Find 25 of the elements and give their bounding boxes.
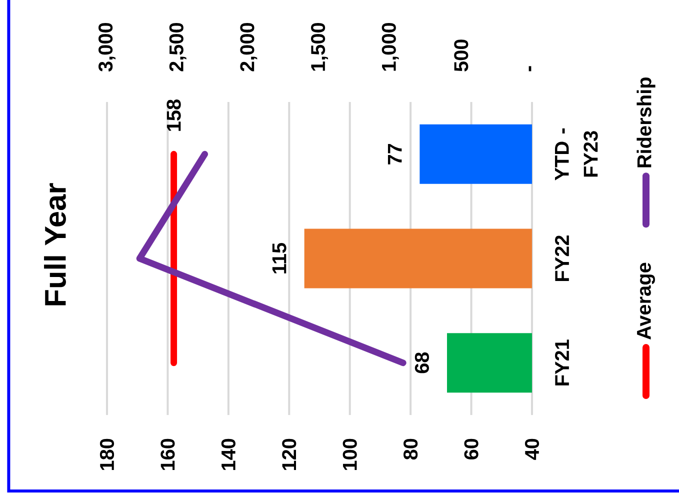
x2-tick-label: 500 (454, 40, 468, 72)
x2-tick-label: 1,500 (311, 22, 328, 71)
data-label: 115 (272, 242, 286, 274)
text: Full Year (44, 183, 66, 306)
x-tick-label: 140 (221, 438, 236, 470)
x-tick-label: 40 (524, 438, 540, 460)
text: Average (637, 262, 655, 340)
data-label: 77 (388, 144, 402, 164)
y-tick-label: FY21 (555, 340, 569, 386)
x-tick-label: 100 (342, 438, 357, 470)
x-tick-label: 80 (404, 438, 418, 460)
data-label: 68 (414, 352, 429, 374)
x2-tick-label: - (528, 66, 532, 72)
x-tick-label: 160 (160, 438, 175, 470)
text: Ridership (636, 78, 656, 168)
x2-tick-label: 2,500 (169, 22, 186, 72)
y-tick-label: FY22 (555, 235, 569, 281)
x-tick-label: 120 (282, 438, 296, 470)
x-tick-label: 60 (464, 438, 478, 460)
x2-tick-label: 1,000 (382, 22, 399, 71)
x-tick-label: 180 (100, 438, 114, 470)
y-tick-label: YTD - FY23 (555, 128, 598, 180)
x2-tick-label: 2,000 (240, 22, 258, 72)
x2-tick-label: 3,000 (98, 22, 116, 72)
data-label: 158 (166, 100, 181, 131)
